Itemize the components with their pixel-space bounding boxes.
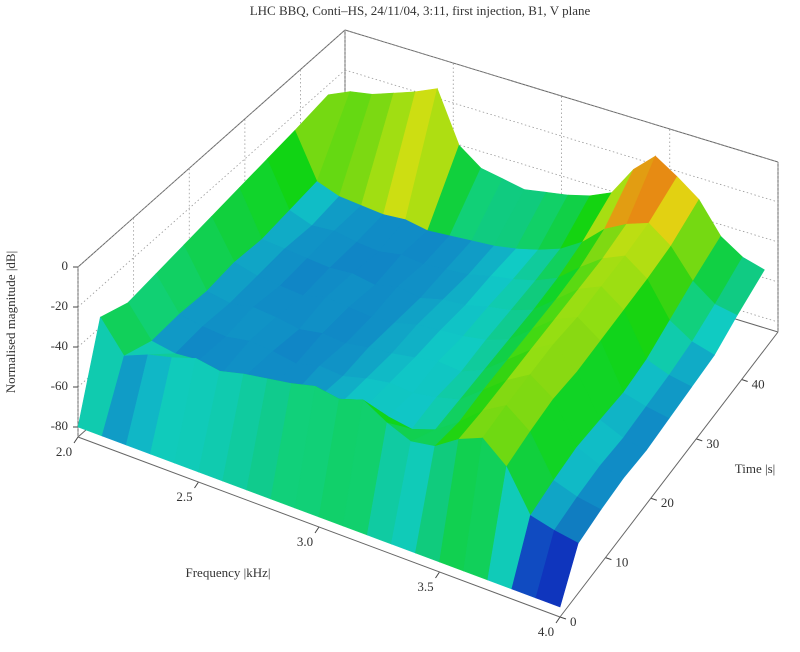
- y-tick-label: 0: [570, 614, 577, 629]
- x-tick: [194, 481, 199, 489]
- x-tick-label: 2.0: [56, 444, 72, 459]
- y-tick-label: 30: [706, 436, 719, 451]
- y-tick: [650, 497, 657, 501]
- box-edge: [559, 331, 779, 618]
- x-axis-label: Frequency |kHz|: [186, 565, 271, 580]
- x-tick: [555, 616, 561, 624]
- y-tick-label: 40: [752, 376, 765, 391]
- z-tick-label: 0: [62, 258, 69, 273]
- x-tick: [435, 571, 440, 579]
- x-tick: [314, 526, 320, 534]
- y-tick: [696, 438, 703, 442]
- box-edge: [77, 29, 346, 268]
- x-tick-label: 2.5: [176, 489, 192, 504]
- x-tick-label: 3.0: [297, 534, 313, 549]
- grid-line: [344, 29, 779, 163]
- box-edge: [77, 436, 561, 618]
- y-axis-label: Time |s|: [735, 461, 776, 476]
- z-tick-label: -40: [51, 338, 68, 353]
- y-tick: [605, 557, 612, 561]
- z-tick-label: -20: [51, 298, 68, 313]
- chart-title: LHC BBQ, Conti–HS, 24/11/04, 3:11, first…: [250, 3, 591, 18]
- x-tick-label: 3.5: [417, 579, 433, 594]
- y-tick: [559, 616, 567, 620]
- z-tick-label: -80: [51, 418, 68, 433]
- surface-cell: [535, 529, 579, 608]
- y-tick-label: 20: [661, 495, 674, 510]
- z-axis-label: Normalised magnitude |dB|: [3, 251, 18, 393]
- z-tick-label: -60: [51, 378, 68, 393]
- x-tick: [73, 436, 79, 444]
- x-tick-label: 4.0: [538, 624, 554, 639]
- grid-line: [344, 69, 779, 203]
- y-tick: [741, 379, 748, 382]
- y-tick-label: 10: [615, 555, 628, 570]
